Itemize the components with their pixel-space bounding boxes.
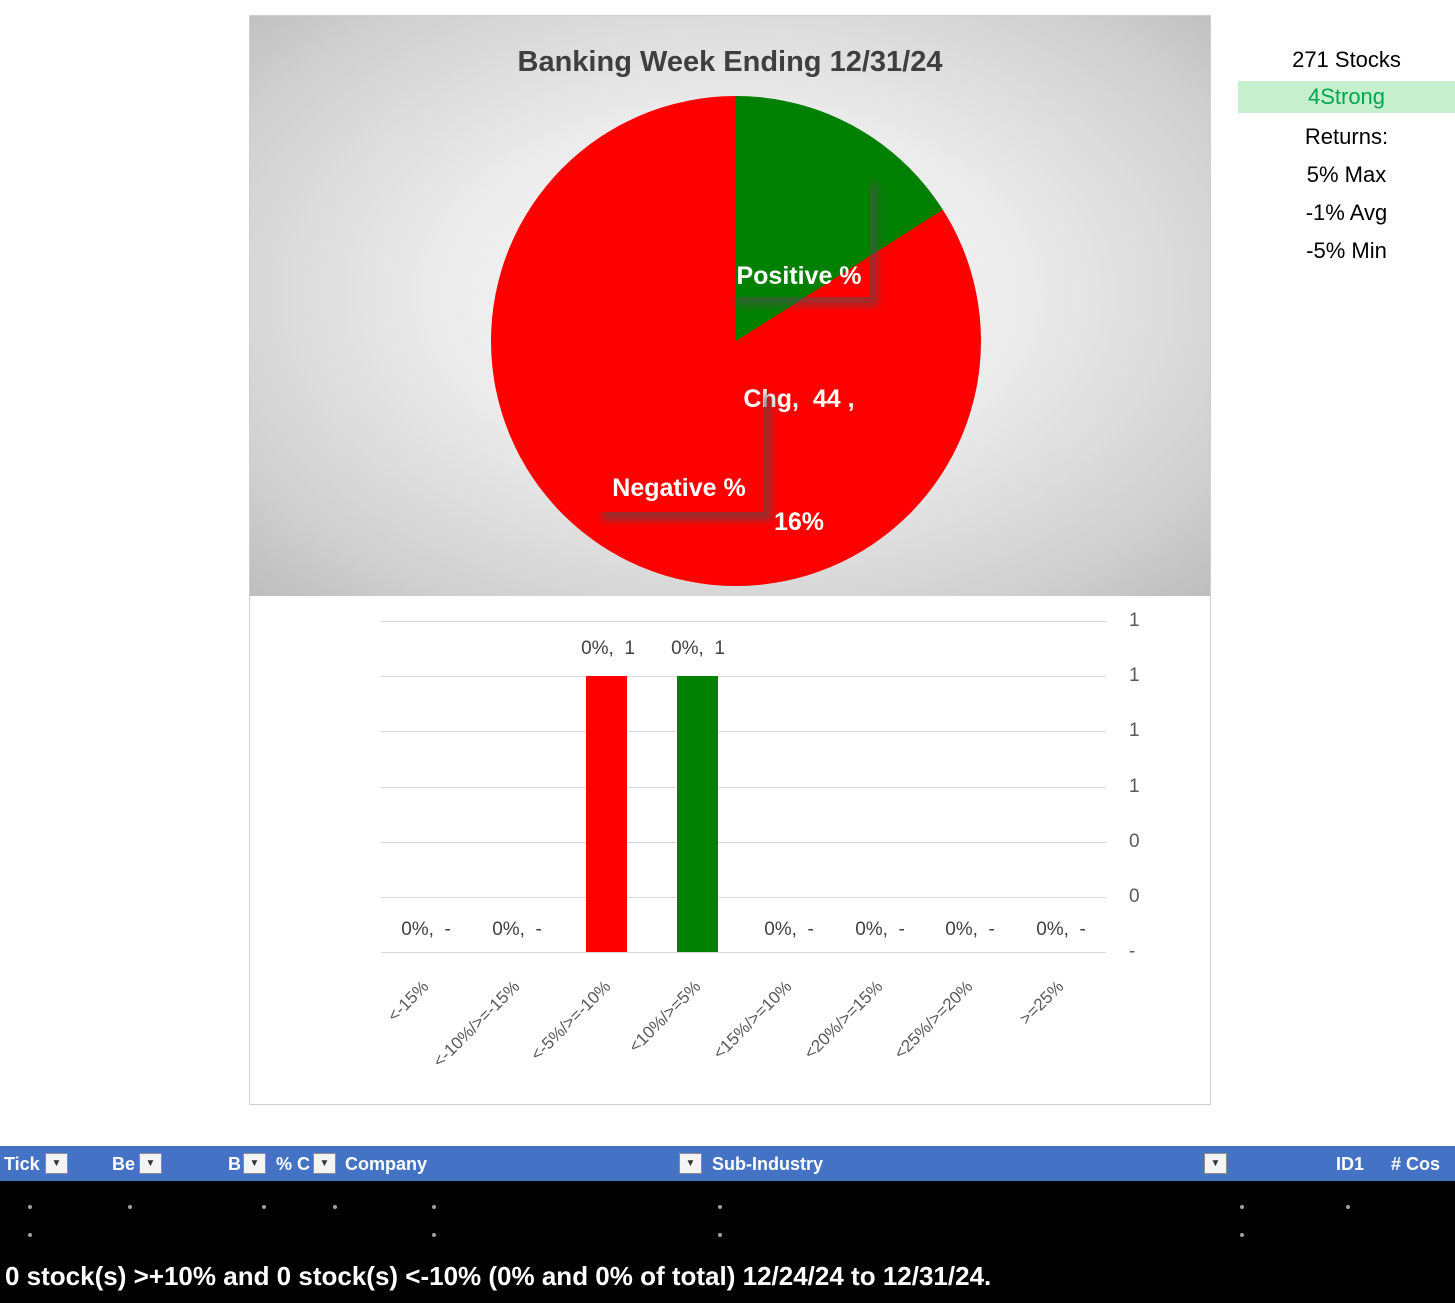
column-header-num-cos: # Cos: [1391, 1154, 1441, 1174]
bar-value-label: 0%, -: [855, 919, 905, 940]
redacted-data-dot: [432, 1205, 436, 1209]
filter-dropdown-b[interactable]: ▼: [243, 1153, 266, 1174]
column-header-company: Company: [345, 1154, 428, 1174]
redacted-data-dot: [1240, 1233, 1244, 1237]
column-header-ticker: Tick: [4, 1154, 40, 1174]
gridline: [381, 952, 1106, 953]
pie-label-positive: Positive % Chg, 44 , 16%: [728, 174, 870, 536]
pie-label-negative-line2: Chg, 227 ,: [616, 597, 742, 625]
redacted-data-dot: [718, 1205, 722, 1209]
bar-loss-bin: [586, 676, 627, 952]
chevron-down-icon: ▼: [145, 1158, 156, 1169]
redacted-data-dot: [28, 1233, 32, 1237]
column-header-pct-chg: % C: [276, 1154, 311, 1174]
column-header-sub-industry: Sub-Industry: [712, 1154, 823, 1174]
gridline: [381, 676, 1106, 677]
filter-dropdown-sub-industry[interactable]: ▼: [1204, 1153, 1227, 1174]
strong-badge: 4Strong: [1238, 81, 1455, 113]
table-header-row: Tick Be B % C Company Sub-Industry ID1 #…: [0, 1146, 1455, 1181]
redacted-data-dot: [128, 1205, 132, 1209]
status-summary-text: 0 stock(s) >+10% and 0 stock(s) <-10% (0…: [5, 1261, 992, 1291]
pie-chart: [491, 96, 981, 586]
redacted-data-band: 0 stock(s) >+10% and 0 stock(s) <-10% (0…: [0, 1181, 1455, 1303]
pie-label-positive-line1: Positive %: [736, 262, 862, 290]
bar-value-label: 0%, -: [764, 919, 814, 940]
chart-title: Banking Week Ending 12/31/24: [517, 46, 943, 78]
pie-label-negative: Negative % Chg, 227 , 84%: [594, 386, 764, 748]
filter-dropdown-be[interactable]: ▼: [139, 1153, 162, 1174]
bar-gain-bin: [677, 676, 718, 952]
y-axis-tick: 1: [1129, 776, 1140, 797]
y-axis-tick: 1: [1129, 720, 1140, 741]
y-axis-tick: 1: [1129, 610, 1140, 631]
filter-dropdown-company[interactable]: ▼: [679, 1153, 702, 1174]
gridline: [381, 731, 1106, 732]
redacted-data-dot: [718, 1233, 722, 1237]
y-axis-tick: -: [1129, 941, 1136, 962]
gridline: [381, 621, 1106, 622]
redacted-data-dot: [262, 1205, 266, 1209]
redacted-data-dot: [1346, 1205, 1350, 1209]
pie-label-negative-line1: Negative %: [612, 474, 746, 502]
column-header-b: B: [228, 1154, 241, 1174]
chevron-down-icon: ▼: [319, 1158, 330, 1169]
redacted-data-dot: [333, 1205, 337, 1209]
gridline: [381, 787, 1106, 788]
redacted-data-dot: [432, 1233, 436, 1237]
pie-label-positive-line3: 16%: [773, 508, 825, 536]
bar-value-label: 0%, -: [945, 919, 995, 940]
returns-avg: -1% Avg: [1305, 200, 1388, 225]
pie-label-positive-line2: Chg, 44 ,: [743, 385, 855, 413]
gridline: [381, 842, 1106, 843]
column-header-be: Be: [112, 1154, 136, 1174]
bar-value-label: 0%, -: [1036, 919, 1086, 940]
bar-value-label: 0%, 1: [671, 638, 725, 659]
bar-value-label: 0%, -: [492, 919, 542, 940]
pie-chart-area: Banking Week Ending 12/31/24 Positive % …: [250, 16, 1210, 748]
bar-value-label: 0%, 1: [581, 638, 635, 659]
returns-max: 5% Max: [1306, 162, 1387, 187]
gridline: [381, 897, 1106, 898]
redacted-data-dot: [1240, 1205, 1244, 1209]
y-axis-tick: 0: [1129, 831, 1140, 852]
filter-dropdown-ticker[interactable]: ▼: [45, 1153, 68, 1174]
bar-value-label: 0%, -: [401, 919, 451, 940]
returns-heading: Returns:: [1304, 124, 1389, 149]
y-axis-tick: 0: [1129, 886, 1140, 907]
y-axis-tick: 1: [1129, 665, 1140, 686]
stock-count: 271 Stocks: [1292, 47, 1401, 72]
chevron-down-icon: ▼: [1210, 1158, 1221, 1169]
filter-dropdown-pct-chg[interactable]: ▼: [313, 1153, 336, 1174]
chart-container: Banking Week Ending 12/31/24 Positive % …: [249, 15, 1211, 1105]
column-header-id1: ID1: [1336, 1154, 1365, 1174]
redacted-data-dot: [28, 1205, 32, 1209]
chevron-down-icon: ▼: [249, 1158, 260, 1169]
returns-min: -5% Min: [1306, 238, 1387, 263]
chevron-down-icon: ▼: [51, 1158, 62, 1169]
chevron-down-icon: ▼: [685, 1158, 696, 1169]
